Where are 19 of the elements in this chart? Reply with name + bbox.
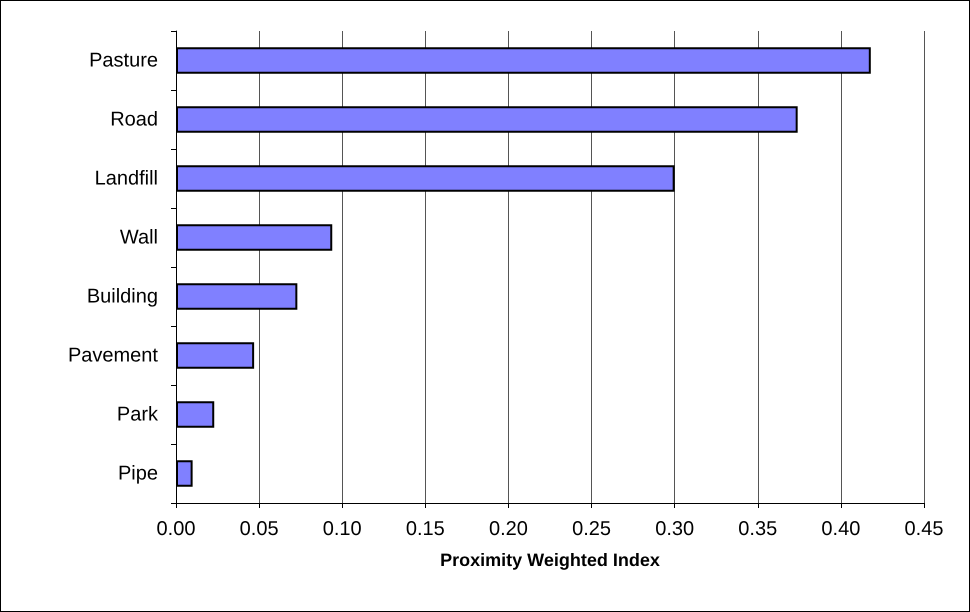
x-tick-label: 0.30 [655,518,694,540]
y-tick-label: Pipe [118,462,158,484]
y-tick-label: Wall [120,226,158,248]
x-tick-label: 0.15 [406,518,445,540]
x-tick-label: 0.05 [240,518,279,540]
y-tick-label: Landfill [94,168,158,190]
y-tick-label: Pasture [89,50,158,72]
y-tick-label: Pavement [68,344,158,366]
y-tick-label: Park [116,404,159,426]
y-tick-label: Road [110,108,158,130]
x-tick-label: 0.45 [904,518,944,540]
x-tick-label: 0.10 [322,518,362,540]
x-tick-label: 0.00 [156,518,196,540]
y-tick-label: Building [86,286,158,308]
x-tick-label: 0.35 [738,518,778,540]
x-axis-title: Proximity Weighted Index [440,550,660,570]
x-tick-label: 0.40 [821,518,860,540]
x-tick-label: 0.20 [488,518,528,540]
x-tick-label: 0.25 [572,518,612,540]
